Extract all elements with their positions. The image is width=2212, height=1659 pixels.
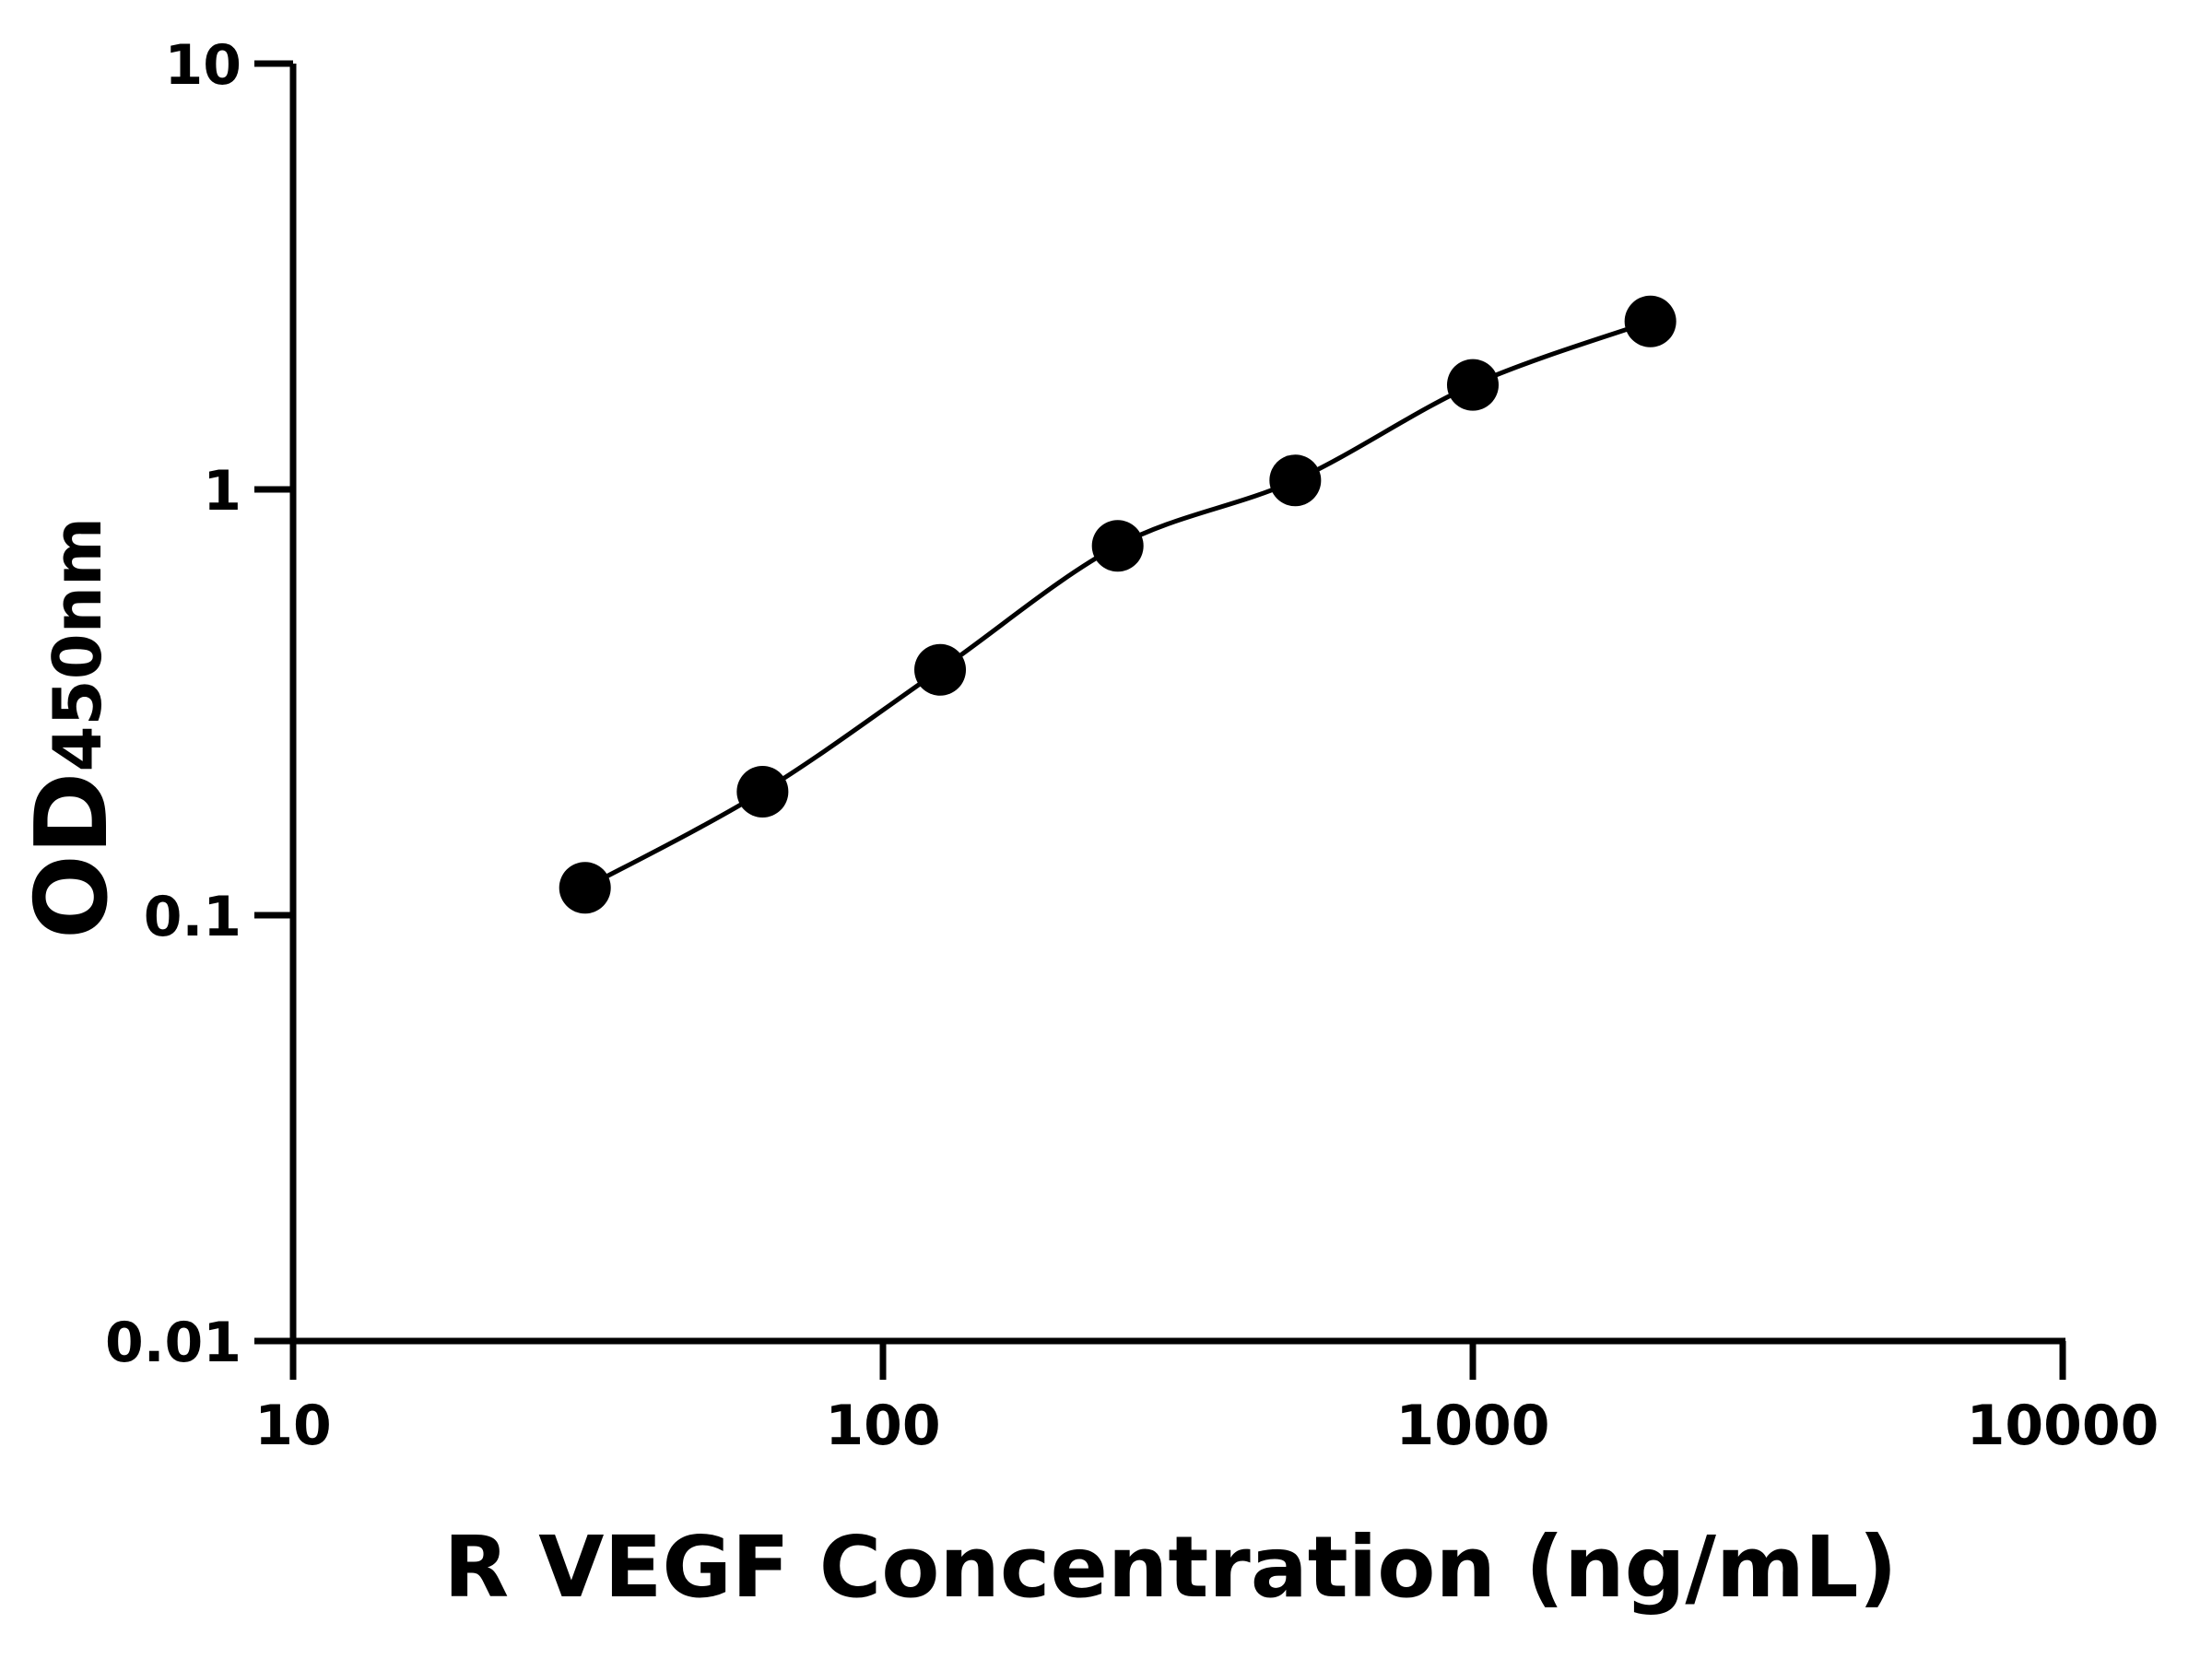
x-tick-label: 100 [825,1394,940,1458]
x-tick-label: 10 [254,1394,332,1458]
x-tick-label: 10000 [1967,1394,2159,1458]
data-point [1447,359,1499,411]
y-axis-title-main: OD [15,772,130,939]
data-point [1091,520,1144,572]
y-tick-label: 0.01 [105,1311,241,1375]
y-axis-title: OD450nm [15,517,130,939]
y-tick-label: 10 [165,33,242,98]
data-point [1624,295,1677,347]
data-point [914,643,967,696]
y-axis-title-subscript: 450nm [39,517,116,772]
x-axis-title: R VEGF Concentration (ng/mL) [443,1518,1897,1617]
data-point [1269,454,1322,507]
y-tick-label: 0.1 [144,885,241,949]
x-tick-label: 1000 [1396,1394,1550,1458]
data-point [736,766,789,818]
data-point [559,862,611,914]
y-tick-label: 1 [203,459,241,524]
